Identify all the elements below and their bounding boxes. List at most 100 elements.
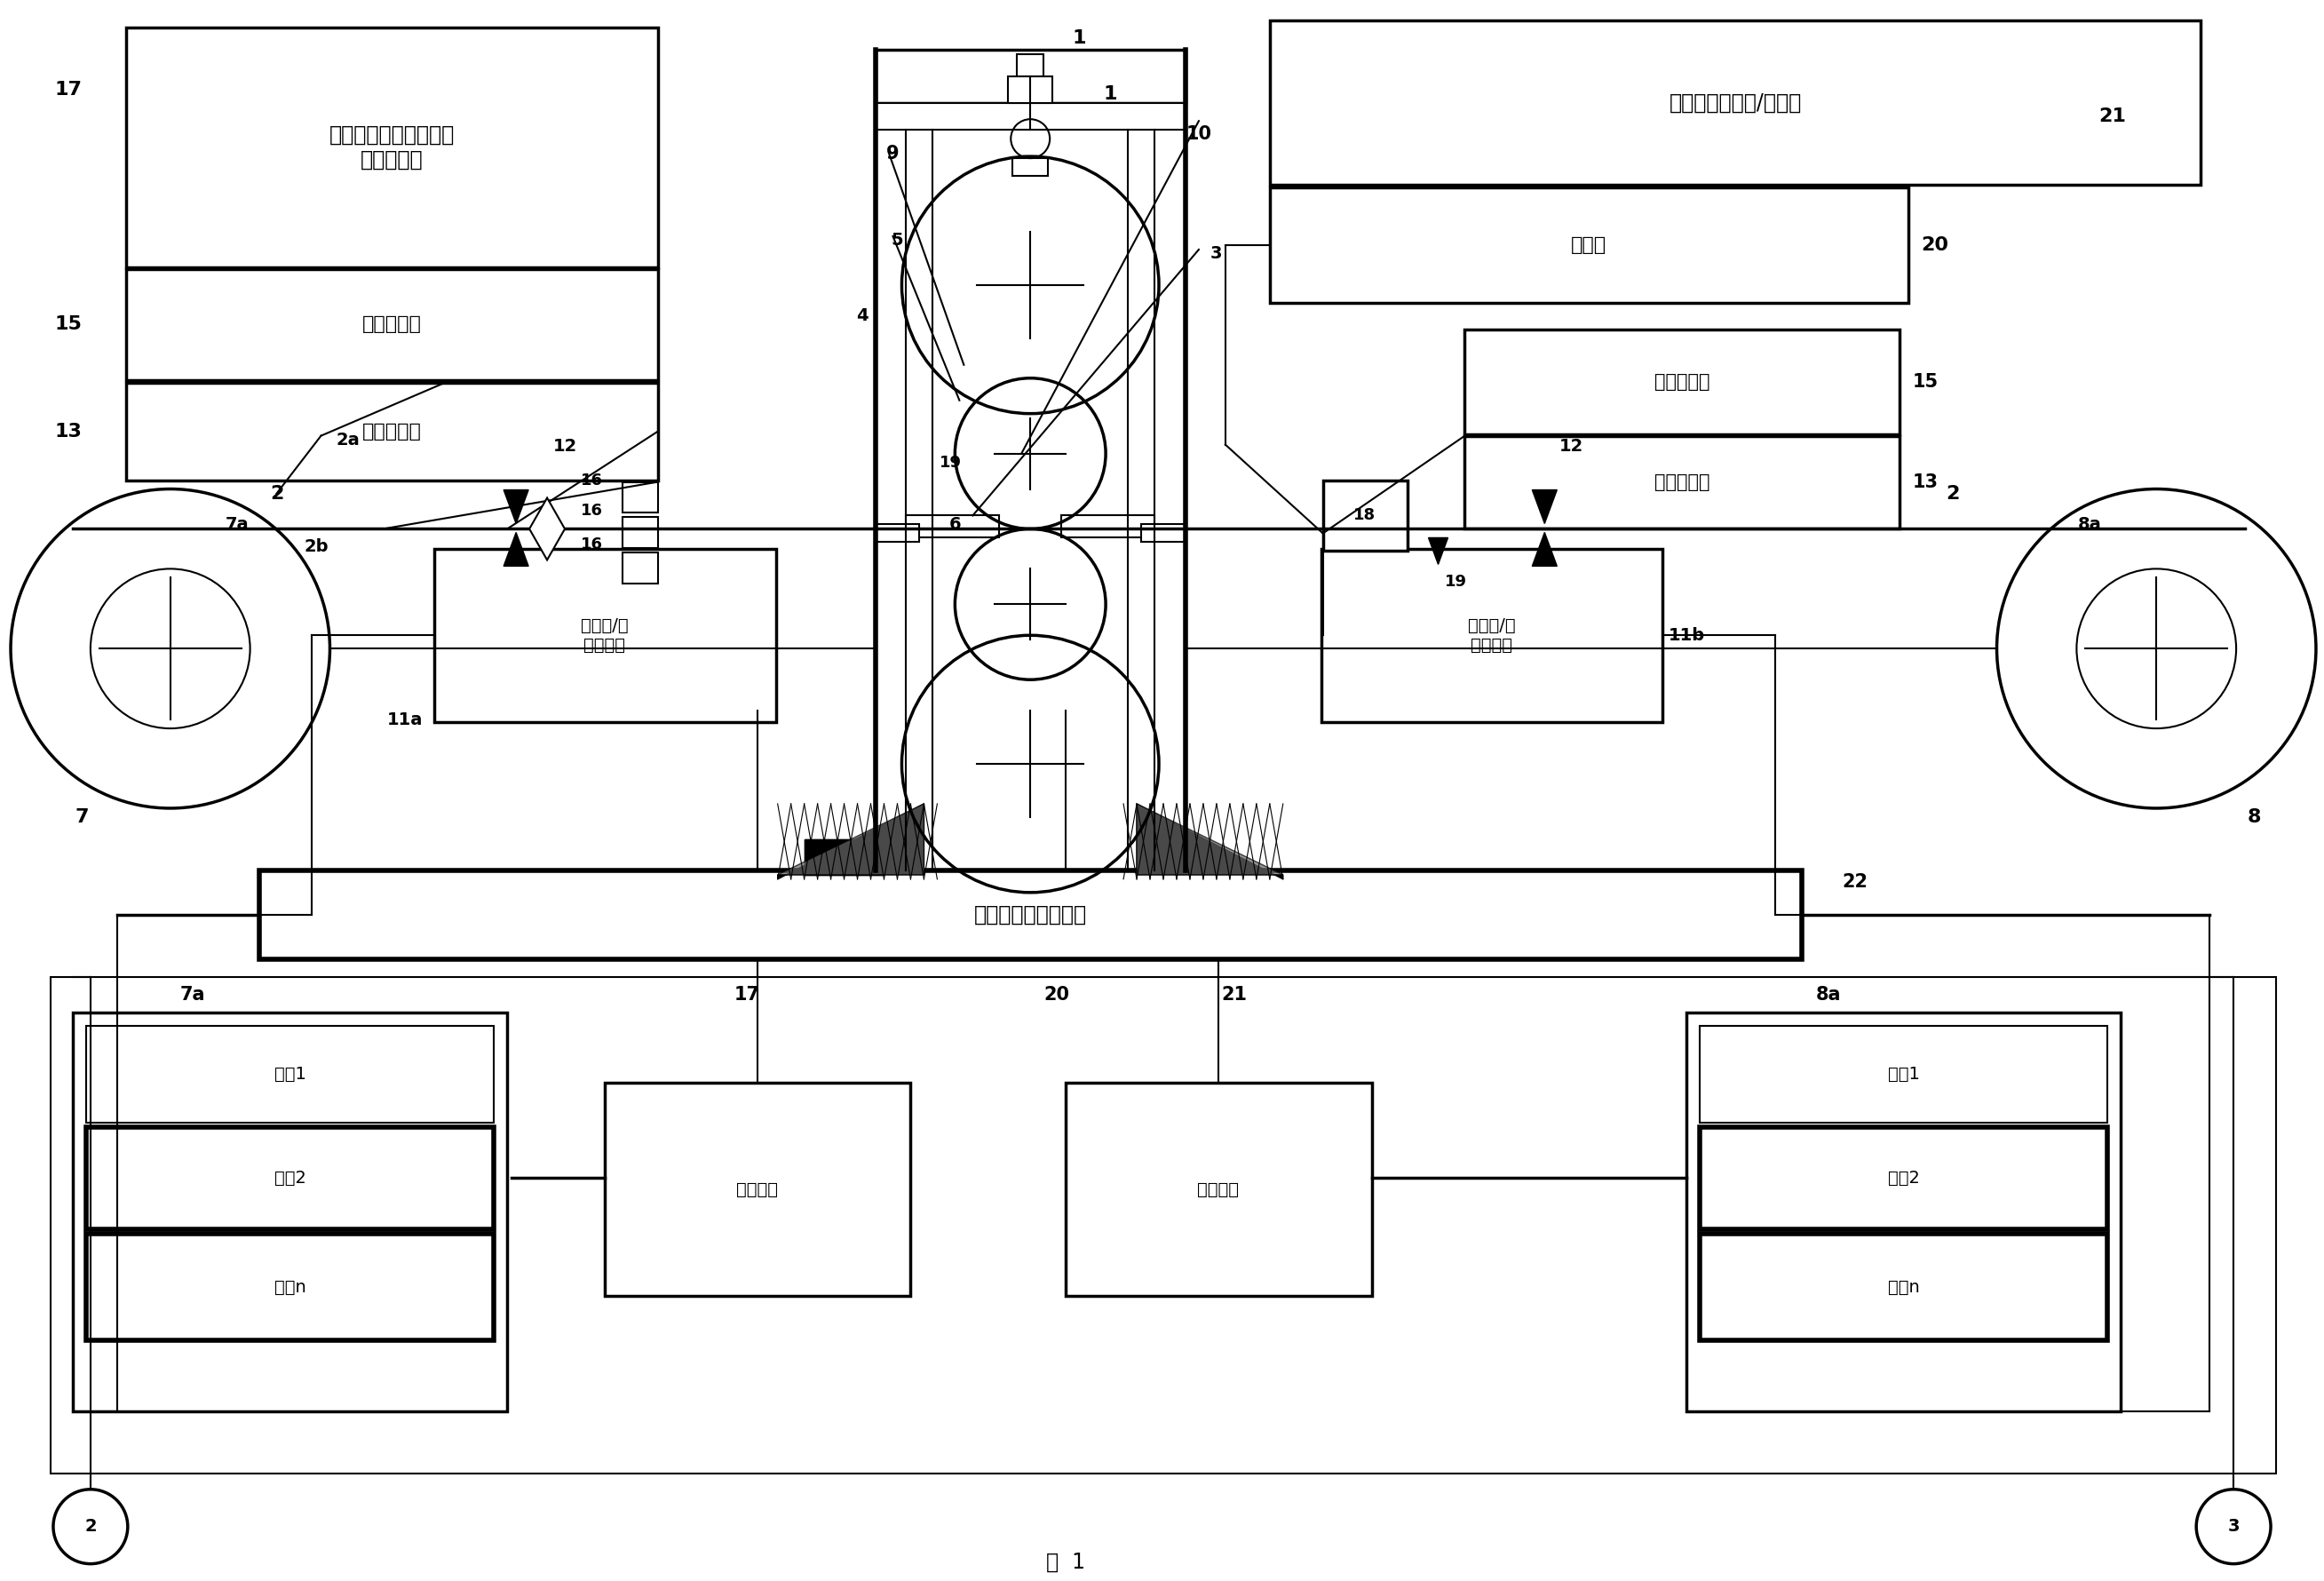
Text: 8: 8 bbox=[2247, 808, 2261, 825]
Text: 11b: 11b bbox=[1669, 628, 1706, 643]
Text: 7: 7 bbox=[74, 808, 88, 825]
Bar bbox=[1699, 1127, 2108, 1230]
Polygon shape bbox=[504, 490, 528, 523]
Bar bbox=[623, 517, 658, 549]
Bar bbox=[435, 549, 776, 723]
Text: 2: 2 bbox=[270, 484, 284, 503]
Text: 介趈n: 介趈n bbox=[1887, 1279, 1920, 1295]
Text: 12: 12 bbox=[553, 438, 576, 455]
Polygon shape bbox=[804, 840, 883, 874]
Text: 1: 1 bbox=[1104, 85, 1118, 103]
Text: 19: 19 bbox=[1446, 574, 1466, 590]
Text: 21: 21 bbox=[1222, 985, 1248, 1004]
Text: 2: 2 bbox=[1945, 484, 1959, 503]
Bar bbox=[1464, 329, 1899, 435]
Bar bbox=[804, 840, 883, 874]
Bar bbox=[51, 977, 2275, 1473]
Bar bbox=[876, 103, 1185, 130]
Text: 平整度/轧
制带张力: 平整度/轧 制带张力 bbox=[1466, 617, 1515, 653]
Text: 17: 17 bbox=[53, 81, 81, 98]
Polygon shape bbox=[1532, 490, 1557, 523]
Text: 2b: 2b bbox=[304, 538, 328, 555]
Bar bbox=[1269, 21, 2201, 185]
Text: 轧制带上侧面和下侧面
的最小润滑: 轧制带上侧面和下侧面 的最小润滑 bbox=[330, 125, 456, 171]
Polygon shape bbox=[1532, 533, 1557, 566]
Bar bbox=[125, 28, 658, 267]
Text: 介趈1: 介趈1 bbox=[274, 1066, 307, 1083]
Text: 13: 13 bbox=[53, 422, 81, 440]
Text: 16: 16 bbox=[581, 538, 602, 553]
Text: 11a: 11a bbox=[388, 711, 423, 727]
Bar bbox=[876, 51, 1185, 103]
Text: 7a: 7a bbox=[225, 515, 249, 533]
Bar bbox=[1269, 188, 1908, 302]
Bar bbox=[72, 1012, 507, 1412]
Bar bbox=[86, 1026, 495, 1123]
Text: 基于模型的在线调节: 基于模型的在线调节 bbox=[974, 904, 1088, 925]
Bar bbox=[1062, 515, 1155, 538]
Text: 介趈2: 介趈2 bbox=[274, 1170, 307, 1186]
Text: 介趈2: 介趈2 bbox=[1887, 1170, 1920, 1186]
Bar bbox=[86, 1127, 495, 1230]
Bar bbox=[1320, 549, 1662, 723]
Text: 介趈施加: 介趈施加 bbox=[737, 1181, 779, 1198]
Bar bbox=[623, 553, 658, 583]
Polygon shape bbox=[779, 803, 925, 874]
Bar bbox=[1013, 158, 1048, 175]
Text: 替代轧制润滑油/乳化液: 替代轧制润滑油/乳化液 bbox=[1669, 93, 1801, 114]
Text: 轧制带厚度: 轧制带厚度 bbox=[363, 315, 421, 334]
Polygon shape bbox=[504, 533, 528, 566]
Text: 13: 13 bbox=[1913, 473, 1938, 490]
Text: 9: 9 bbox=[885, 145, 899, 163]
Bar bbox=[125, 269, 658, 379]
Text: 介趈施加: 介趈施加 bbox=[1197, 1181, 1239, 1198]
Text: 4: 4 bbox=[855, 308, 867, 324]
Bar bbox=[1687, 1012, 2122, 1412]
Text: 6: 6 bbox=[948, 515, 962, 533]
Text: 5: 5 bbox=[892, 232, 904, 250]
Text: 图  1: 图 1 bbox=[1046, 1551, 1085, 1573]
Bar bbox=[1018, 54, 1043, 76]
Polygon shape bbox=[779, 803, 925, 879]
Polygon shape bbox=[1429, 538, 1448, 564]
Bar bbox=[604, 1083, 911, 1296]
Bar bbox=[1141, 525, 1185, 542]
Bar bbox=[258, 870, 1801, 960]
Text: 21: 21 bbox=[2099, 108, 2126, 125]
Text: 17: 17 bbox=[734, 985, 760, 1004]
Bar bbox=[623, 482, 658, 512]
Text: 15: 15 bbox=[1913, 373, 1938, 391]
Text: 20: 20 bbox=[1922, 236, 1948, 255]
Bar bbox=[1067, 1083, 1371, 1296]
Text: 2: 2 bbox=[84, 1518, 98, 1535]
Text: 19: 19 bbox=[939, 454, 962, 471]
Polygon shape bbox=[1136, 803, 1283, 879]
Text: 介趈1: 介趈1 bbox=[1887, 1066, 1920, 1083]
Text: 氮施加: 氮施加 bbox=[1571, 236, 1606, 255]
Bar bbox=[86, 1233, 495, 1341]
Text: 8a: 8a bbox=[1815, 985, 1841, 1004]
Text: 3: 3 bbox=[2226, 1518, 2240, 1535]
Bar bbox=[125, 383, 658, 481]
Text: 22: 22 bbox=[1843, 873, 1868, 890]
Text: 轧制带速度: 轧制带速度 bbox=[363, 422, 421, 440]
Text: 16: 16 bbox=[581, 503, 602, 519]
Bar bbox=[1699, 1233, 2108, 1341]
Text: 10: 10 bbox=[1185, 125, 1211, 144]
Text: 16: 16 bbox=[581, 473, 602, 489]
Text: 7a: 7a bbox=[179, 985, 205, 1004]
Text: 3: 3 bbox=[1211, 245, 1222, 262]
Text: 8a: 8a bbox=[2078, 515, 2101, 533]
Text: 12: 12 bbox=[1559, 438, 1583, 455]
Text: 介趈n: 介趈n bbox=[274, 1279, 307, 1295]
Text: 20: 20 bbox=[1043, 985, 1069, 1004]
Bar bbox=[1464, 436, 1899, 530]
Text: 1: 1 bbox=[1071, 30, 1085, 47]
Text: 轧制带速度: 轧制带速度 bbox=[1655, 473, 1710, 490]
Polygon shape bbox=[530, 498, 565, 560]
Text: 2a: 2a bbox=[335, 432, 360, 449]
Text: 18: 18 bbox=[1353, 508, 1376, 523]
Bar bbox=[1322, 481, 1406, 552]
Text: 平整度/轧
制带张力: 平整度/轧 制带张力 bbox=[581, 617, 627, 653]
Text: 轧制带厚度: 轧制带厚度 bbox=[1655, 373, 1710, 391]
